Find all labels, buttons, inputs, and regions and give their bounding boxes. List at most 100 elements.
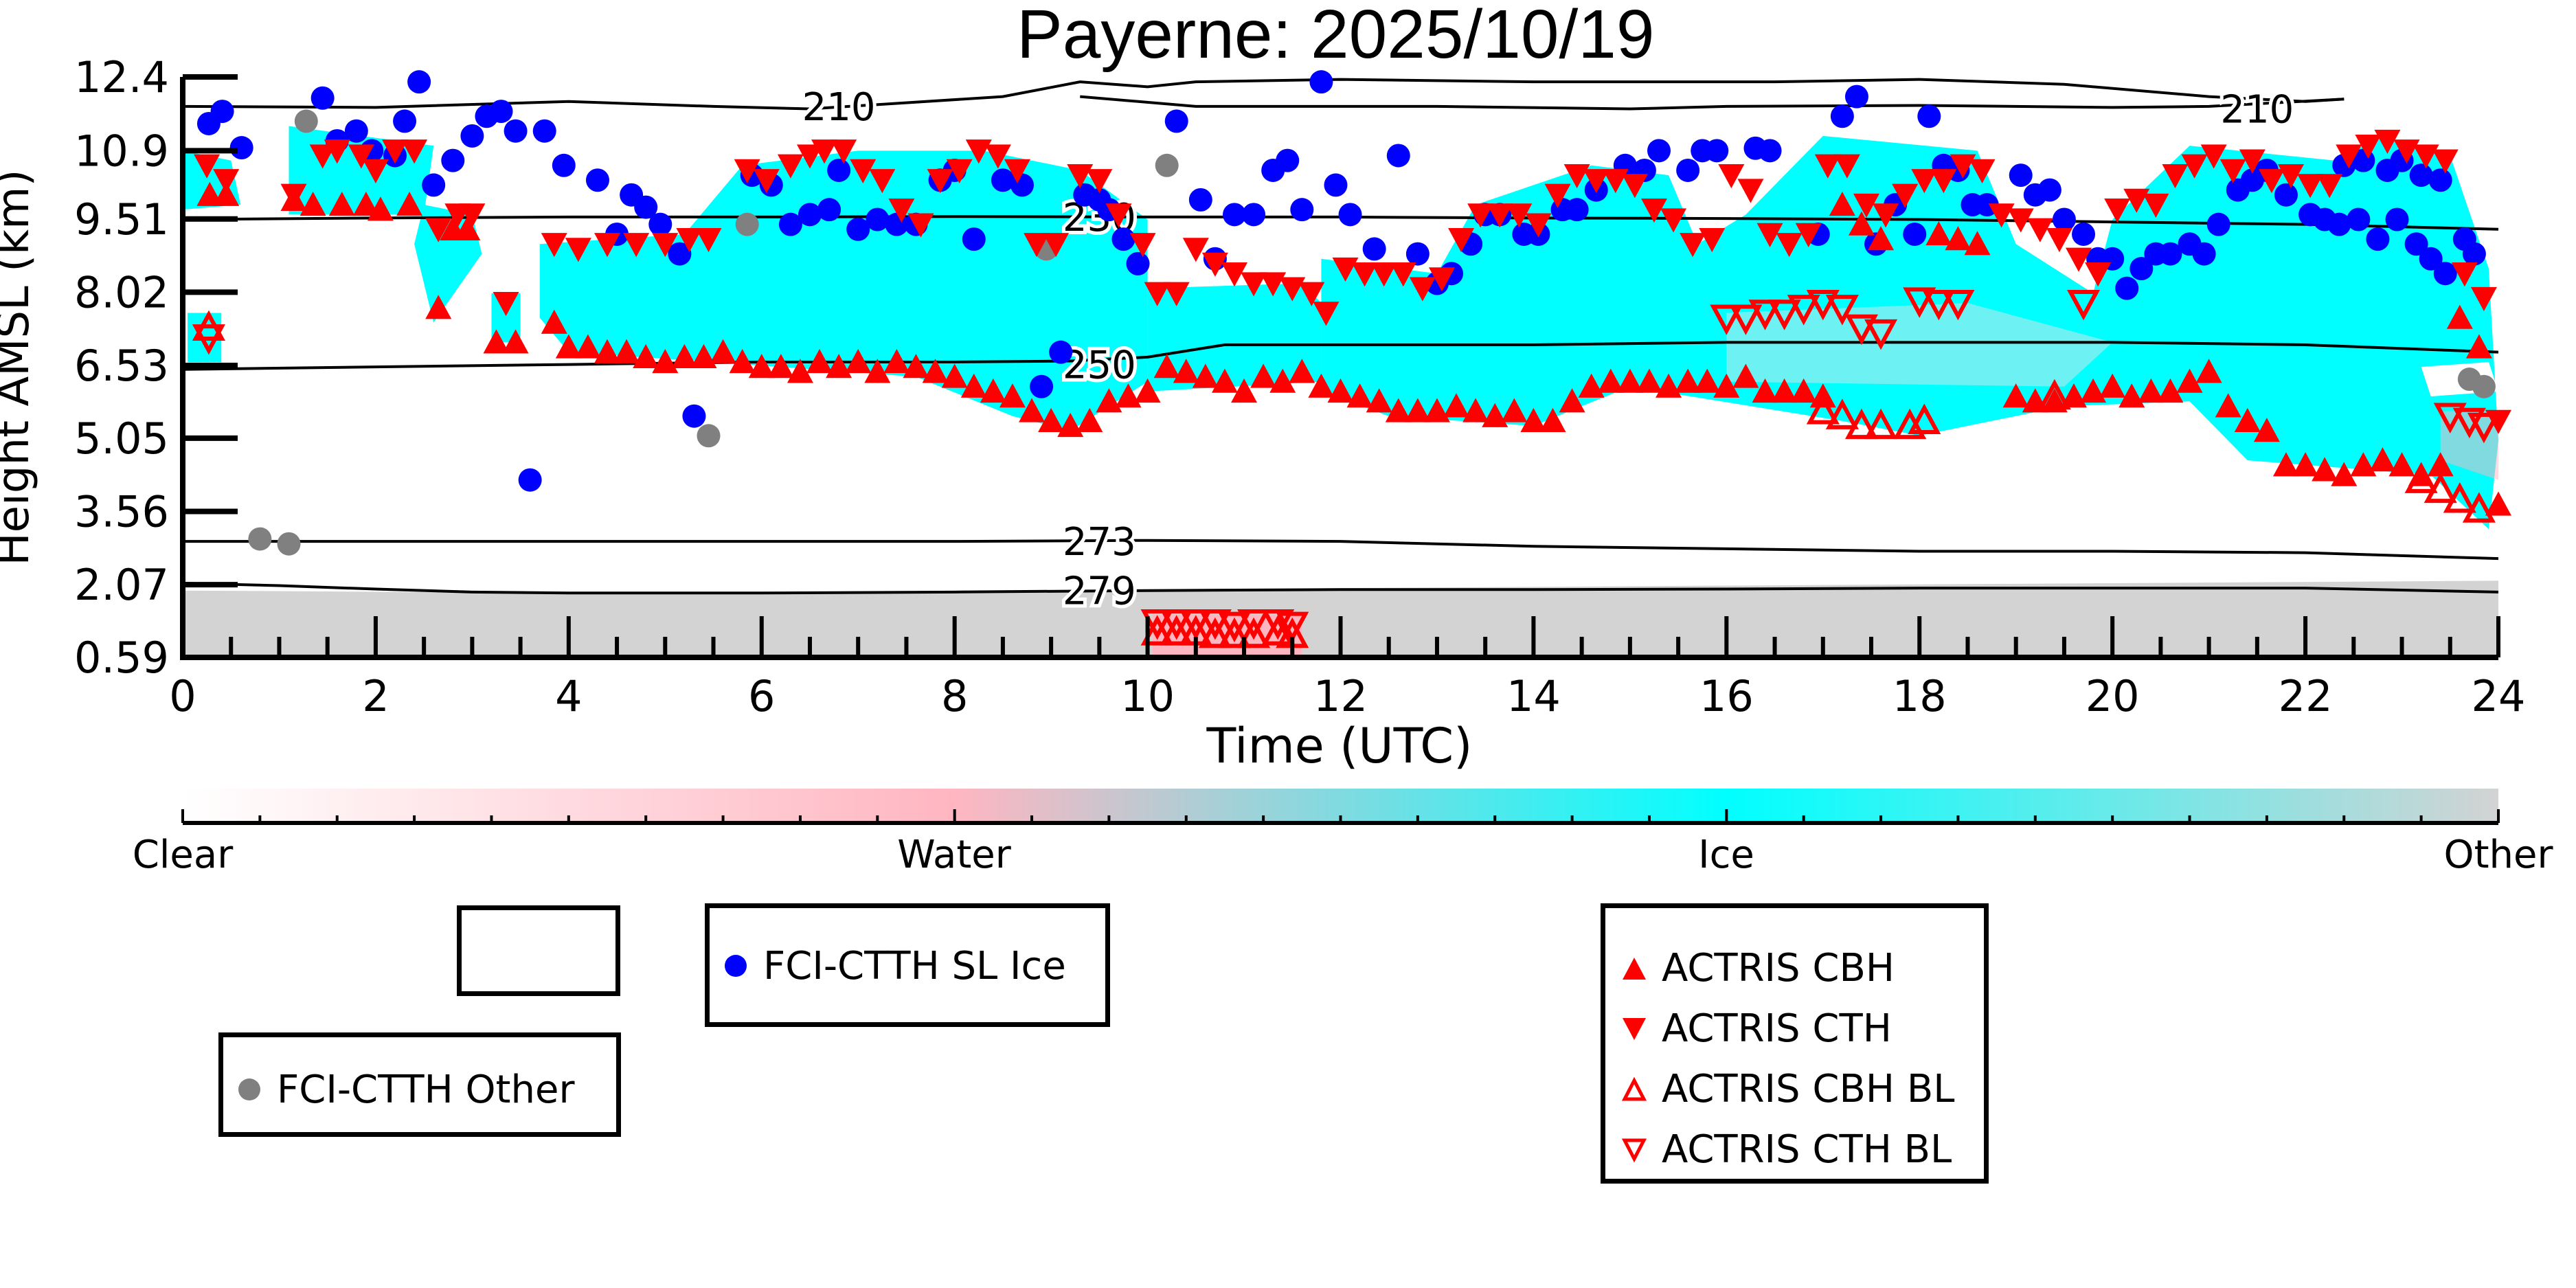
point-actris-cth: [1144, 282, 1171, 306]
point-actris-cth-bl: [1179, 609, 1212, 640]
point-actris-cbh: [2176, 368, 2203, 393]
point-actris-cbh: [1038, 407, 1065, 432]
point-actris-cth: [541, 233, 567, 258]
point-fci-ctth-sl-ice: [504, 119, 528, 143]
water-cloud-region: [2440, 411, 2498, 480]
point-actris-cth: [623, 233, 650, 258]
point-actris-cth: [1640, 199, 1667, 223]
point-actris-cth: [652, 233, 679, 258]
point-fci-ctth-sl-ice: [2129, 257, 2154, 281]
contour-line-273: [183, 539, 2498, 561]
point-actris-cbh: [2195, 359, 2222, 383]
point-actris-cbh: [922, 359, 949, 383]
point-actris-cth: [1448, 227, 1475, 253]
point-actris-cth-bl: [1140, 609, 1174, 640]
point-actris-cbh: [1076, 407, 1103, 432]
point-actris-cth: [1853, 193, 1879, 218]
point-fci-ctth-sl-ice: [668, 242, 692, 266]
point-fci-ctth-sl-ice: [2206, 212, 2230, 236]
point-actris-cbh: [555, 334, 582, 359]
legend-label: ACTRIS CTH: [1662, 1006, 1892, 1051]
point-fci-ctth-other: [248, 527, 272, 551]
point-fci-ctth-sl-ice: [1338, 203, 1362, 227]
point-fci-ctth-sl-ice: [2366, 227, 2390, 251]
point-actris-cth: [213, 169, 240, 194]
point-actris-cbh: [883, 348, 910, 374]
x-tick-label: 18: [1893, 671, 1947, 721]
point-fci-ctth-sl-ice: [1903, 222, 1927, 246]
point-actris-cth: [1409, 277, 1436, 302]
point-actris-cbh: [1713, 373, 1740, 398]
point-actris-cth: [676, 227, 703, 253]
point-actris-cbh: [671, 343, 698, 368]
point-fci-ctth-sl-ice: [798, 203, 822, 227]
point-actris-cbh: [1752, 378, 1778, 403]
point-actris-cth: [811, 139, 838, 164]
point-actris-cth: [1428, 267, 1455, 292]
legend-label: FCI-CTTH Other: [277, 1067, 575, 1112]
contour-label-250: 250: [1063, 343, 1136, 388]
point-actris-cth: [1201, 252, 1228, 277]
point-actris-cbh: [1327, 378, 1354, 403]
point-actris-cbh: [960, 373, 987, 398]
point-actris-cbh: [1694, 368, 1721, 393]
point-actris-cbh: [941, 363, 968, 388]
point-actris-cth: [309, 144, 336, 169]
point-fci-ctth-sl-ice: [2433, 262, 2457, 286]
point-actris-cbh-bl: [1140, 615, 1174, 646]
x-axis-label: Time (UTC): [1206, 718, 1473, 774]
contour-label-273: 273: [1063, 520, 1136, 565]
point-fci-ctth-sl-ice: [634, 195, 658, 219]
legend-entry-cth-bl: ACTRIS CTH BL: [1620, 1124, 1952, 1175]
point-actris-cth: [1795, 223, 1822, 247]
legend-fci-ctth-other: FCI-CTTH Other: [218, 1032, 621, 1137]
point-fci-ctth-sl-ice: [827, 158, 851, 182]
point-actris-cbh: [2331, 462, 2358, 486]
point-actris-cbh: [2138, 378, 2165, 403]
legend-label: ACTRIS CTH BL: [1662, 1127, 1952, 1172]
point-actris-cbh-bl: [1844, 408, 1879, 440]
point-actris-cbh-bl: [2037, 379, 2071, 410]
point-actris-cbh: [787, 359, 813, 383]
point-fci-ctth-other: [697, 424, 721, 448]
point-actris-cth: [1024, 233, 1050, 258]
point-actris-cth: [2046, 227, 2072, 253]
point-actris-cth-bl: [1864, 319, 1898, 350]
point-actris-cth: [1279, 277, 1306, 302]
point-actris-cbh-bl: [1806, 394, 1840, 425]
point-fci-ctth-sl-ice: [682, 404, 706, 428]
filled-triangle-down-icon: [1623, 1017, 1646, 1040]
point-actris-cbh: [483, 329, 510, 354]
point-actris-cbh: [1925, 221, 1952, 246]
point-actris-cth-bl: [2066, 289, 2101, 321]
point-actris-cbh: [2234, 407, 2261, 432]
point-actris-cbh: [1289, 359, 1315, 383]
point-fci-ctth-sl-ice: [422, 173, 446, 197]
point-actris-cth: [1221, 262, 1247, 287]
point-actris-cbh: [1848, 211, 1875, 236]
point-fci-ctth-other: [277, 532, 301, 556]
colorbar-label-other: Other: [2443, 833, 2553, 877]
legend-label: ACTRIS CBH: [1662, 946, 1895, 991]
point-actris-cth: [2007, 208, 2034, 233]
point-actris-cth: [565, 238, 591, 262]
y-tick-label: 6.53: [74, 341, 169, 391]
legend-empty: [457, 905, 620, 996]
point-actris-cth: [1506, 203, 1533, 228]
point-actris-cth: [1873, 203, 1899, 228]
point-actris-cth-bl: [1844, 314, 1879, 346]
open-triangle-up-icon: [1621, 1076, 1647, 1100]
point-actris-cbh: [690, 343, 717, 368]
point-actris-cth: [1814, 154, 1841, 179]
point-fci-ctth-sl-ice: [585, 168, 609, 192]
point-actris-cth: [2374, 129, 2401, 155]
point-fci-ctth-sl-ice: [441, 148, 465, 172]
point-actris-cbh: [1057, 413, 1084, 438]
point-actris-cbh: [1462, 398, 1489, 422]
point-actris-cth: [907, 213, 934, 238]
point-actris-cth: [1621, 174, 1648, 199]
open-triangle-down-icon: [1621, 1138, 1647, 1162]
point-actris-cbh: [574, 334, 601, 359]
point-actris-cth: [1911, 169, 1938, 194]
point-actris-cth-bl: [2467, 412, 2500, 444]
